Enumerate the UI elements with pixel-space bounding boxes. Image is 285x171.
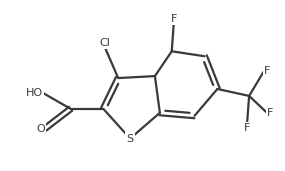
Text: S: S bbox=[127, 134, 134, 144]
Text: F: F bbox=[244, 123, 250, 133]
Text: O: O bbox=[36, 124, 45, 134]
Text: F: F bbox=[267, 108, 273, 118]
Text: F: F bbox=[170, 14, 177, 23]
Text: HO: HO bbox=[26, 88, 43, 98]
Text: Cl: Cl bbox=[100, 38, 111, 48]
Text: F: F bbox=[264, 66, 270, 76]
